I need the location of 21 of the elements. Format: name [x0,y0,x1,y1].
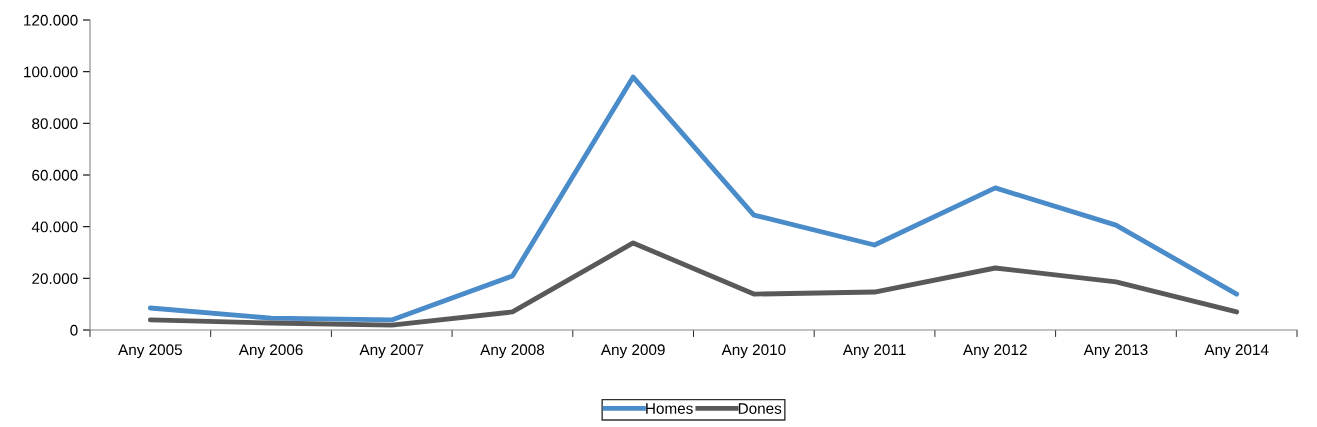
x-tick-label: Any 2011 [842,344,906,359]
y-tick-label: 0 [70,324,78,336]
x-tick-label: Any 2006 [238,344,303,359]
y-tick-label: 80.000 [32,118,78,130]
x-tick-label: Any 2013 [1083,344,1148,359]
x-tick-label: Any 2010 [721,344,786,359]
x-tick-label: Any 2007 [359,344,424,359]
y-tick-label: 60.000 [32,169,78,181]
legend-label: Dones [738,403,782,414]
x-tick-label: Any 2005 [118,344,182,359]
line-series [147,74,1240,323]
line-series [147,240,1240,328]
x-tick-label: Any 2009 [600,344,665,359]
y-tick-label: 40.000 [31,221,78,233]
y-tick-label: 100.000 [24,66,78,78]
y-tick-label: 120.000 [24,14,78,26]
y-tick-label: 20.000 [32,273,78,285]
x-tick-label: Any 2008 [480,344,545,359]
x-tick-label: Any 2014 [1204,344,1269,359]
legend-label: Homes [646,403,693,414]
x-tick-label: Any 2012 [963,344,1027,359]
